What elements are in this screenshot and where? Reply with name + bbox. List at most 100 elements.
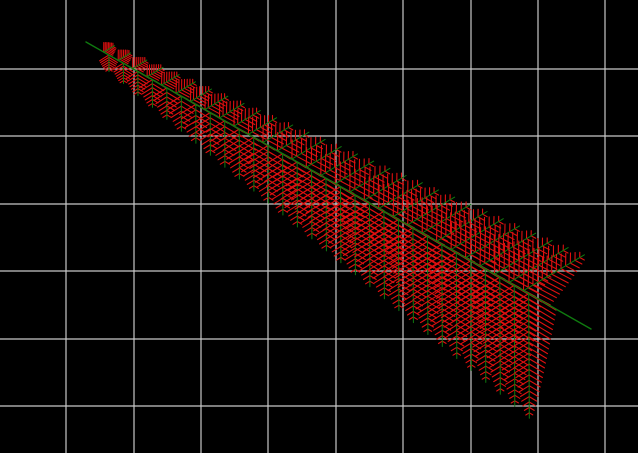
leaflet — [528, 320, 552, 335]
leaflet — [166, 96, 179, 105]
leaflet — [528, 374, 542, 383]
leaflet — [242, 169, 255, 177]
leaflet — [528, 385, 540, 393]
leaflet — [310, 163, 328, 174]
leaflet — [122, 77, 129, 82]
leaflet — [499, 365, 511, 373]
leaflet — [106, 49, 115, 55]
leaflet — [378, 251, 400, 265]
leaflet — [224, 131, 241, 142]
leaflet — [416, 184, 423, 189]
leaflet — [461, 342, 472, 350]
pinna-rachis — [161, 74, 180, 86]
leaflet — [434, 329, 443, 336]
leaflet — [426, 229, 449, 242]
leaflet — [426, 246, 453, 263]
leaflet — [253, 158, 269, 168]
leaflet — [300, 183, 327, 200]
leaflet — [503, 372, 516, 381]
leaflet — [109, 47, 116, 52]
leaflet — [354, 252, 366, 261]
leaflet — [174, 120, 182, 126]
leaflet — [459, 227, 475, 237]
leaflet — [224, 97, 230, 101]
leaflet — [499, 310, 522, 324]
pinna-rachis — [117, 52, 132, 61]
leaflet — [354, 268, 361, 273]
leaflet — [509, 394, 516, 399]
leaflet — [445, 271, 472, 288]
leaflet — [374, 276, 385, 284]
leaflet — [514, 363, 530, 374]
leaflet — [225, 113, 238, 120]
leaflet — [456, 307, 473, 319]
leaflet — [489, 242, 506, 252]
leaflet — [259, 153, 284, 169]
leaflet — [220, 99, 228, 104]
leaflet — [478, 365, 487, 371]
leaflet — [501, 298, 530, 316]
leaflet — [449, 341, 458, 347]
leaflet — [425, 213, 442, 223]
leaflet — [341, 202, 371, 221]
leaflet — [429, 257, 457, 275]
leaflet — [255, 129, 269, 137]
leaflet — [396, 180, 405, 186]
leaflet — [319, 239, 327, 245]
pinna-rachis — [132, 59, 148, 69]
leaflet — [508, 252, 511, 283]
leaflet — [256, 179, 269, 188]
leaflet — [176, 75, 181, 79]
leaflet — [205, 149, 211, 154]
leaflet — [528, 358, 546, 369]
leaflet — [151, 98, 159, 104]
leaflet — [356, 210, 385, 229]
leaflet — [513, 278, 539, 294]
leaflet — [383, 292, 390, 297]
pinna-rachis — [349, 167, 391, 193]
leaflet — [384, 170, 391, 175]
leaflet — [406, 310, 414, 316]
pinna-rachis — [499, 276, 501, 395]
leaflet — [522, 401, 530, 407]
leaflet — [506, 325, 530, 340]
leaflet — [443, 260, 472, 279]
leaflet — [180, 125, 187, 130]
leaflet — [122, 71, 132, 77]
leaflet — [470, 325, 486, 336]
leaflet — [328, 199, 356, 217]
leaflet — [398, 261, 416, 274]
leaflet — [523, 406, 530, 411]
pinna-rachis — [494, 239, 553, 275]
leaflet — [296, 188, 314, 200]
leaflet — [373, 194, 391, 204]
leaflet — [470, 271, 497, 288]
leaflet — [253, 179, 262, 185]
leaflet — [437, 340, 443, 345]
leaflet — [459, 279, 486, 296]
leaflet — [209, 122, 225, 133]
leaflet — [374, 235, 400, 251]
leaflet — [199, 133, 211, 141]
leaflet — [311, 186, 333, 201]
leaflet — [470, 358, 478, 364]
leaflet — [240, 163, 255, 173]
leaflet — [280, 188, 298, 200]
leaflet — [119, 58, 129, 65]
leaflet — [455, 268, 481, 285]
leaflet — [474, 349, 487, 357]
leaflet — [455, 285, 478, 299]
leaflet — [514, 361, 528, 371]
leaflet — [110, 46, 116, 51]
leaflet — [220, 134, 240, 147]
leaflet — [179, 103, 197, 115]
leaflet — [480, 371, 487, 376]
leaflet — [456, 346, 463, 352]
leaflet — [119, 80, 125, 84]
leaflet — [487, 354, 501, 364]
leaflet — [466, 311, 487, 325]
leaflet — [343, 208, 371, 226]
leaflet — [528, 314, 553, 331]
leaflet — [425, 292, 443, 304]
leaflet — [267, 167, 284, 179]
